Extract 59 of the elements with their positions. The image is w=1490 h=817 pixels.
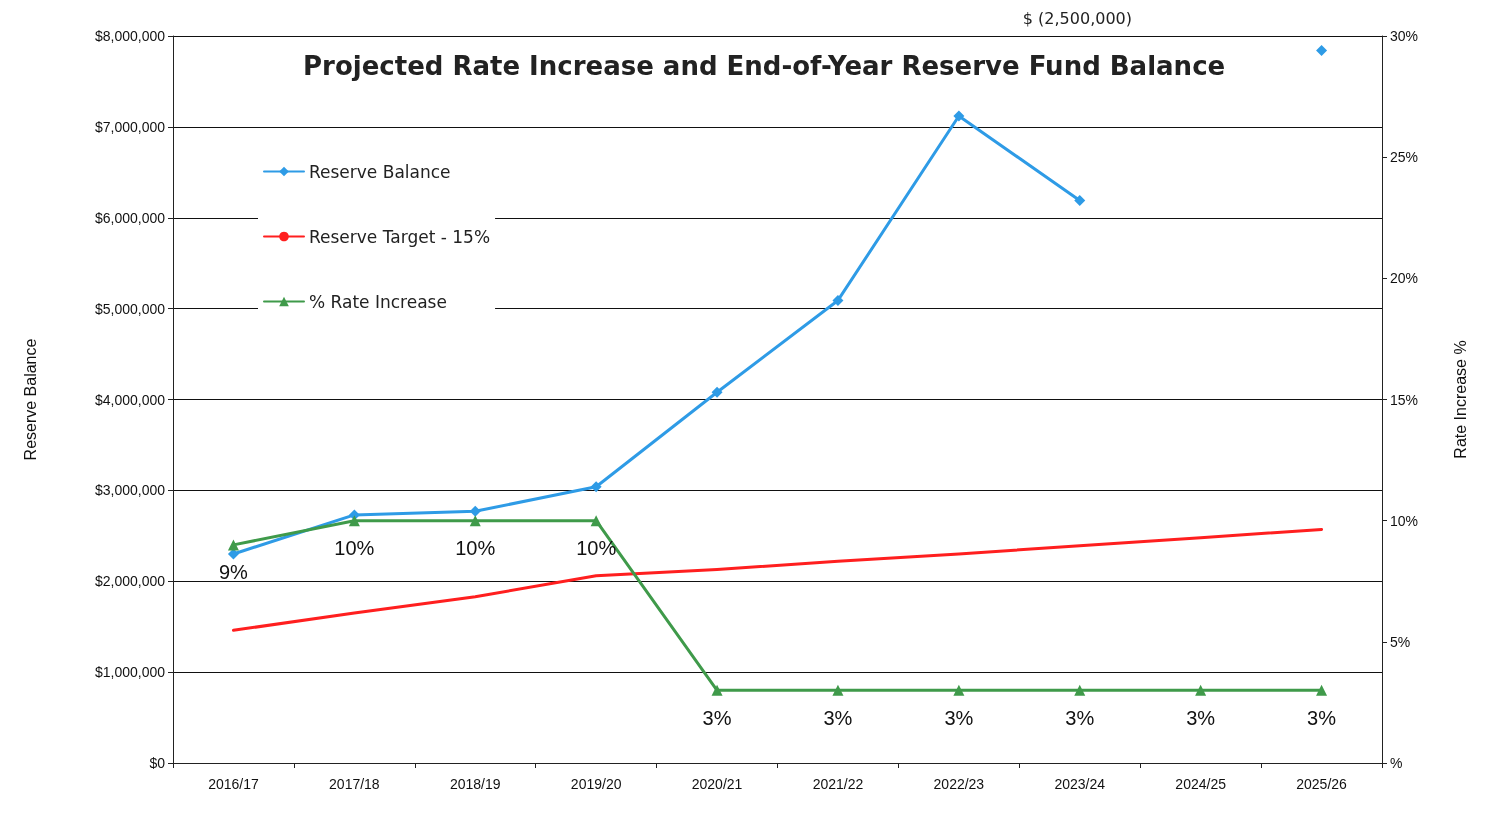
point <box>711 684 723 696</box>
point <box>711 386 723 398</box>
data-label: 9% <box>219 561 249 584</box>
y2-tick-label: % <box>1390 755 1403 771</box>
x-tick-label: 2017/18 <box>329 776 380 792</box>
y-tick-label: $8,000,000 <box>94 28 166 44</box>
legend-label: % Rate Increase <box>309 291 447 312</box>
point <box>590 515 602 527</box>
x-tick-label: 2018/19 <box>449 776 501 792</box>
y-tick-label: $4,000,000 <box>94 391 166 408</box>
x-tick-label: 2016/17 <box>208 776 259 792</box>
x-tick-label: 2021/22 <box>812 776 864 792</box>
y2-tick-label: 20% <box>1390 270 1419 287</box>
y2-tick-label: 30% <box>1390 28 1419 44</box>
x-tick-label: 2019/20 <box>570 776 622 792</box>
y2-tick-label: 10% <box>1390 512 1419 529</box>
point <box>227 539 239 551</box>
y-tick-label: $0 <box>149 755 166 771</box>
y-axis-title: Reserve Balance <box>21 338 39 461</box>
y2-axis-title: Rate Increase % <box>1451 340 1469 459</box>
y-tick-label: $1,000,000 <box>94 664 166 681</box>
data-label: 10% <box>334 537 375 560</box>
point <box>1074 194 1086 206</box>
point <box>469 515 481 527</box>
point <box>832 684 844 696</box>
y2-tick-label: 5% <box>1390 633 1411 650</box>
data-label: 3% <box>702 706 732 729</box>
point <box>953 110 965 122</box>
x-tick-label: 2020/21 <box>691 776 743 792</box>
point <box>1195 684 1207 696</box>
x-tick-label: 2022/23 <box>933 776 985 792</box>
point <box>1316 45 1328 57</box>
point <box>953 684 965 696</box>
data-label: 10% <box>576 537 617 560</box>
x-tick-label: 2025/26 <box>1296 776 1348 792</box>
y2-tick-label: 15% <box>1390 391 1419 408</box>
data-label: 3% <box>823 706 853 729</box>
y2-tick-label: 25% <box>1390 149 1419 166</box>
point <box>348 515 360 527</box>
point <box>1316 684 1328 696</box>
data-label: 3% <box>1065 706 1095 729</box>
data-label: 3% <box>1307 706 1337 729</box>
y-tick-label: $6,000,000 <box>94 209 166 226</box>
point <box>1074 684 1086 696</box>
x-tick-label: 2024/25 <box>1175 776 1227 792</box>
text: $ (2,500,000) <box>1022 8 1133 28</box>
data-label: 3% <box>944 706 974 729</box>
data-label: 3% <box>1186 706 1216 729</box>
y-tick-label: $2,000,000 <box>94 573 166 590</box>
data-label: 10% <box>455 537 496 560</box>
y-tick-label: $3,000,000 <box>94 482 166 499</box>
x-tick-label: 2023/24 <box>1054 776 1106 792</box>
legend-label: Reserve Target - 15% <box>309 226 491 247</box>
point <box>590 481 602 493</box>
legend-label: Reserve Balance <box>309 161 451 182</box>
y-tick-label: $5,000,000 <box>94 300 166 317</box>
y-tick-label: $7,000,000 <box>94 118 166 135</box>
point <box>832 294 844 306</box>
text: Projected Rate Increase and End-of-Year Reserve Fund Balance <box>303 51 1226 81</box>
